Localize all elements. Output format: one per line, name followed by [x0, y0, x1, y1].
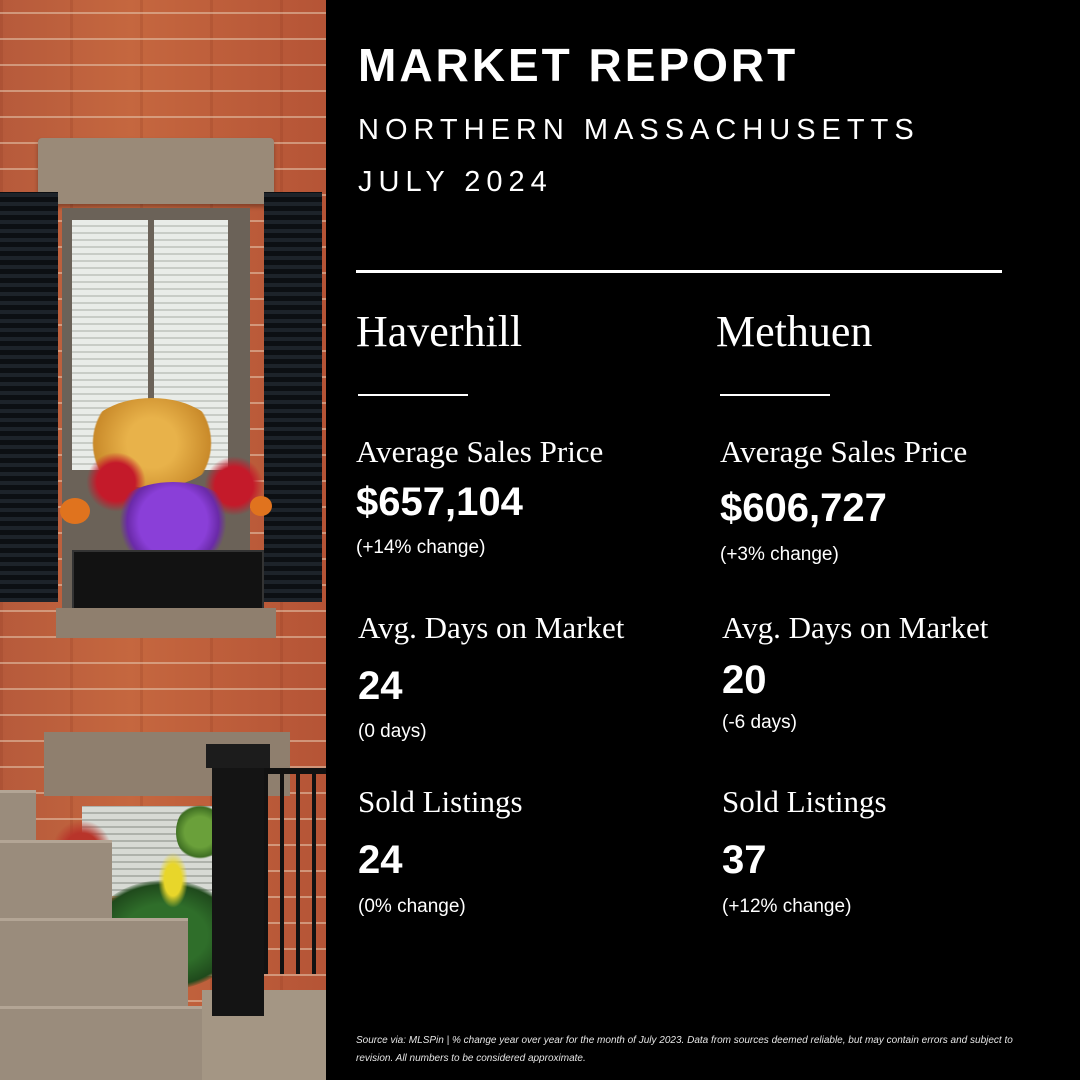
avg-price-change: (+14% change) — [356, 537, 486, 558]
dom-label: Avg. Days on Market — [358, 610, 625, 645]
window-flower-box — [72, 550, 264, 614]
sold-value: 37 — [722, 838, 767, 882]
sold-change: (+12% change) — [722, 896, 852, 917]
avg-price-value: $606,727 — [720, 486, 887, 530]
window-sill — [56, 608, 276, 638]
dom-label: Avg. Days on Market — [722, 610, 989, 645]
sold-label: Sold Listings — [358, 784, 523, 819]
iron-railing — [264, 768, 326, 974]
period-subtitle: JULY 2024 — [358, 166, 553, 198]
newel-post-cap — [206, 744, 270, 768]
window-lintel — [38, 138, 274, 204]
sold-label: Sold Listings — [722, 784, 887, 819]
house-photo — [0, 0, 326, 1080]
pumpkin-right — [250, 496, 272, 516]
newel-post — [212, 748, 264, 1016]
sold-value: 24 — [358, 838, 403, 882]
yellow-garden-plant — [158, 852, 188, 908]
dom-change: (0 days) — [358, 721, 427, 742]
stair-step-3 — [0, 918, 188, 1011]
avg-price-label: Average Sales Price — [356, 434, 604, 469]
report-title: MARKET REPORT — [358, 39, 799, 91]
header-divider — [356, 270, 1002, 273]
source-disclaimer: Source via: MLSPin | % change year over … — [356, 1035, 1013, 1064]
sold-change: (0% change) — [358, 896, 466, 917]
avg-price-value: $657,104 — [356, 480, 523, 524]
city-divider-haverhill — [358, 394, 468, 396]
right-shutter — [264, 192, 322, 602]
window-mullion — [148, 220, 154, 470]
stair-step-1 — [0, 790, 36, 843]
city-divider-methuen — [720, 394, 830, 396]
city-name-methuen: Methuen — [716, 307, 873, 356]
dom-value: 20 — [722, 658, 767, 702]
purple-mums — [108, 482, 238, 562]
left-shutter — [0, 192, 58, 602]
stair-step-2 — [0, 840, 112, 923]
region-subtitle: NORTHERN MASSACHUSETTS — [358, 114, 920, 146]
avg-price-label: Average Sales Price — [720, 434, 968, 469]
dom-change: (-6 days) — [722, 712, 797, 733]
dom-value: 24 — [358, 664, 403, 708]
avg-price-change: (+3% change) — [720, 544, 839, 565]
pumpkin-left — [60, 498, 90, 524]
city-name-haverhill: Haverhill — [356, 307, 523, 356]
